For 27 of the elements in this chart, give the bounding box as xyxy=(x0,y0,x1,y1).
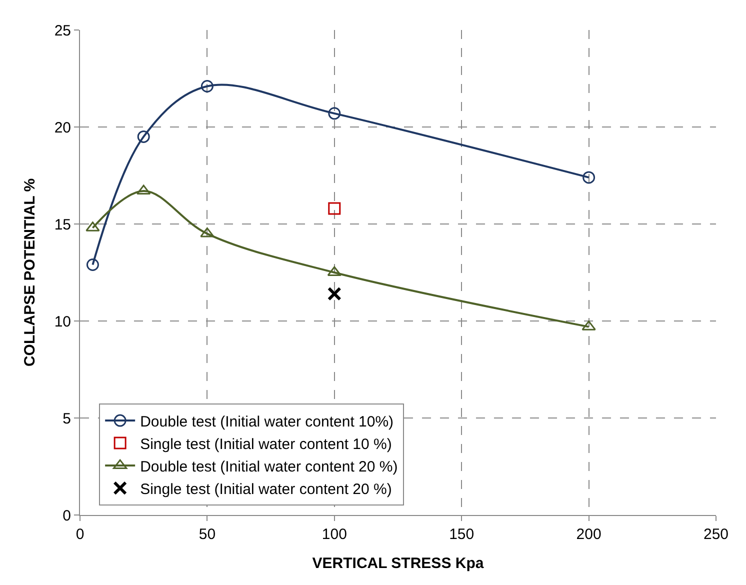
x-tick-label: 0 xyxy=(76,526,84,543)
legend-label: Single test (Initial water content 10 %) xyxy=(140,436,392,453)
y-tick-label: 20 xyxy=(54,119,71,136)
x-axis-title: VERTICAL STRESS Kpa xyxy=(312,555,484,572)
legend-label: Double test (Initial water content 20 %) xyxy=(140,458,398,476)
x-tick-label: 50 xyxy=(198,526,216,543)
point xyxy=(137,130,150,143)
point xyxy=(200,80,214,93)
point xyxy=(200,227,214,238)
point xyxy=(327,286,342,301)
y-tick-label: 5 xyxy=(62,410,71,428)
y-tick-label: 0 xyxy=(62,507,71,524)
point xyxy=(328,107,341,120)
y-tick-label: 10 xyxy=(54,313,71,330)
y-tick-label: 25 xyxy=(54,22,71,40)
point xyxy=(328,202,341,215)
legend-label: Double test (Initial water content 10%) xyxy=(140,413,394,430)
y-tick-label: 15 xyxy=(54,216,71,234)
legend-label: Single test (Initial water content 20 %) xyxy=(140,480,392,498)
point xyxy=(136,184,151,195)
x-tick-label: 150 xyxy=(449,526,474,543)
x-tick-label: 250 xyxy=(703,526,729,543)
y-axis-title: COLLAPSE POTENTIAL % xyxy=(22,178,39,367)
point xyxy=(86,258,99,271)
x-tick-label: 200 xyxy=(576,526,602,543)
point xyxy=(582,171,596,184)
x-tick-label: 100 xyxy=(322,526,347,543)
